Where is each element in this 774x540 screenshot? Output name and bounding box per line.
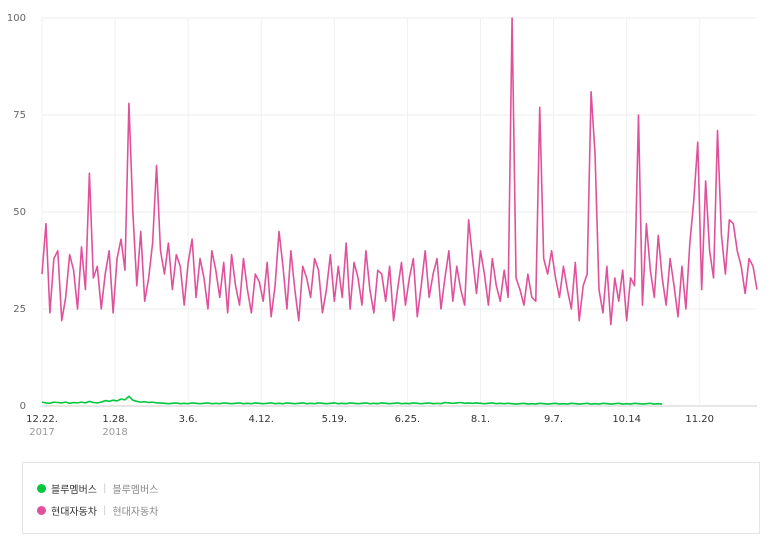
x-tick-label: 4.12. [249, 414, 274, 425]
legend-swatch [37, 484, 46, 493]
x-tick-label: 3.6. [179, 414, 198, 425]
x-tick-label: 11.20 [685, 414, 714, 425]
legend-label: 블루멤버스 [51, 485, 97, 496]
x-tick-label: 6.25. [395, 414, 420, 425]
series-line [41, 17, 758, 326]
y-tick-label: 25 [13, 304, 26, 315]
legend-item: 블루멤버스 | 블루멤버스 [37, 481, 158, 496]
x-tick-label: 10.14 [612, 414, 641, 425]
x-tick-label: 5.19. [322, 414, 347, 425]
separator: | [103, 505, 107, 516]
x-tick-label: 1.28. [102, 414, 127, 425]
legend-keyword: 현대자동차 [112, 507, 159, 518]
series-line [41, 395, 663, 405]
x-tick-year: 2018 [102, 427, 127, 438]
x-tick-year: 2017 [29, 427, 54, 438]
y-tick-label: 75 [13, 110, 26, 121]
legend-swatch [37, 506, 46, 515]
separator: | [103, 483, 107, 494]
legend-keyword: 블루멤버스 [112, 485, 159, 496]
chart: 0 25 50 75 100 12.22. 2017 1.28. 2018 3.6. 4.12. 5.… [7, 13, 758, 438]
legend-label: 현대자동차 [51, 507, 97, 518]
y-tick-label: 50 [13, 207, 26, 218]
x-tick-label: 8.1. [471, 414, 490, 425]
x-tick-label: 9.7. [544, 414, 563, 425]
x-tick-label: 12.22. [26, 414, 58, 425]
y-tick-label: 0 [20, 401, 26, 412]
y-tick-label: 100 [7, 13, 26, 24]
legend-item: 현대자동차 | 현대자동차 [37, 503, 158, 518]
